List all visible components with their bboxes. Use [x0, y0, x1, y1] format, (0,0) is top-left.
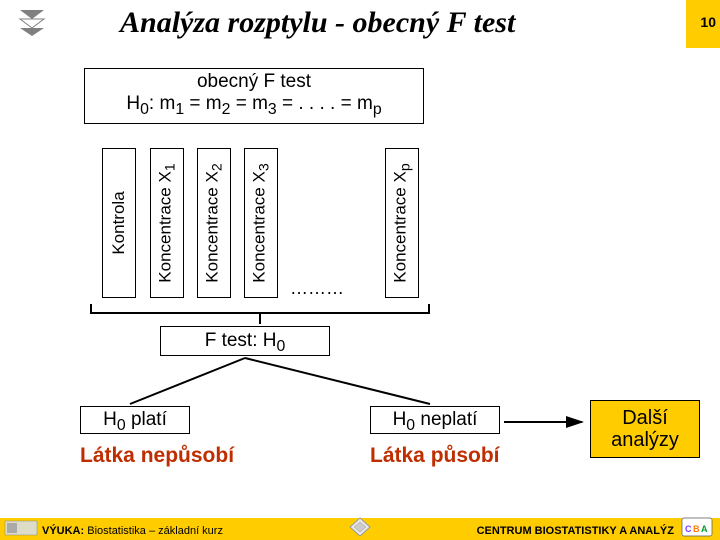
footer-mid-diamond-icon: [348, 516, 372, 538]
page-number: 10: [700, 14, 716, 30]
arrow-bullet-icon: [18, 8, 46, 36]
svg-text:B: B: [693, 524, 700, 534]
group-label-x3: Koncentrace X3: [249, 163, 272, 282]
group-label-x1: Koncentrace X1: [155, 163, 178, 282]
footer-right-text: CENTRUM BIOSTATISTIKY A ANALÝZ: [477, 525, 674, 537]
hypothesis-box: obecný F test H0: m1 = m2 = m3 = . . . .…: [84, 68, 424, 124]
group-box-x3: Koncentrace X3: [244, 148, 278, 298]
group-label-x2: Koncentrace X2: [202, 163, 225, 282]
group-box-x2: Koncentrace X2: [197, 148, 231, 298]
group-box-xp: Koncentrace Xp: [385, 148, 419, 298]
footer-left-rest: Biostatistika – základní kurz: [87, 525, 223, 537]
group-box-x1: Koncentrace X1: [150, 148, 184, 298]
group-box-kontrola: Kontrola: [102, 148, 136, 298]
footer: VÝUKA: Biostatistika – základní kurz CEN…: [0, 514, 720, 540]
result-box-h0-rejected: H0 neplatí: [370, 406, 500, 434]
slide-root: 10 Analýza rozptylu - obecný F test obec…: [0, 0, 720, 540]
footer-left-text: VÝUKA: Biostatistika – základní kurz: [42, 525, 223, 537]
ftest-box: F test: H0: [160, 326, 330, 356]
svg-text:A: A: [701, 524, 708, 534]
group-bracket: [90, 304, 430, 322]
group-label-kontrola: Kontrola: [109, 191, 129, 254]
conclusion-right: Látka působí: [370, 444, 500, 468]
next-analysis-box: Další analýzy: [590, 400, 700, 458]
conclusion-left: Látka nepůsobí: [80, 444, 234, 468]
slide-title: Analýza rozptylu - obecný F test: [120, 6, 680, 40]
group-ellipsis: ………: [290, 278, 344, 299]
footer-logo-right-icon: C B A: [680, 514, 716, 540]
bracket-mid-tick: [259, 312, 261, 324]
result-box-h0-holds: H0 platí: [80, 406, 190, 434]
bracket-right-tick: [428, 304, 430, 314]
hypothesis-line1: obecný F test: [85, 71, 423, 93]
footer-logo-left-icon: [4, 516, 38, 538]
group-label-xp: Koncentrace Xp: [390, 163, 413, 282]
hypothesis-line2: H0: m1 = m2 = m3 = . . . . = mp: [85, 93, 423, 119]
footer-left-bold: VÝUKA:: [42, 525, 87, 537]
svg-text:C: C: [685, 524, 692, 534]
